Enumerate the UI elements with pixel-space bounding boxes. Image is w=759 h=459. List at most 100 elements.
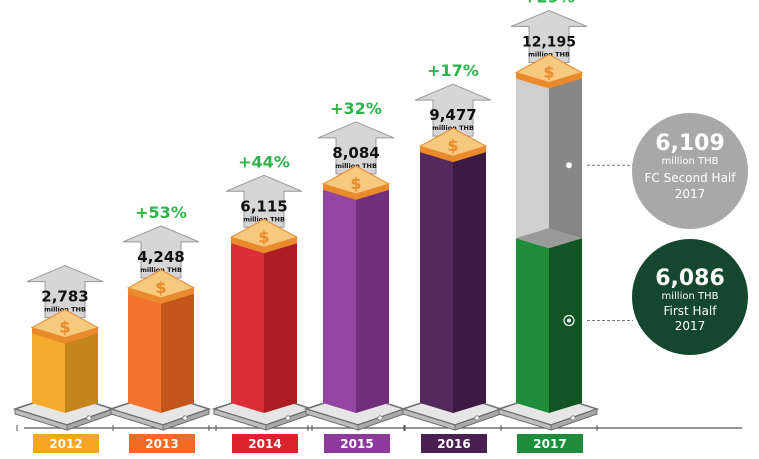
bar: [323, 183, 389, 413]
year-label: 2014: [248, 437, 281, 451]
year-box: [129, 434, 195, 453]
callout-unit: million THB: [662, 291, 719, 302]
dollar-icon: $: [543, 63, 554, 82]
bar: [128, 287, 194, 413]
bar-front-right: [356, 183, 389, 413]
coin-edge: [323, 183, 389, 200]
bar-first-half: [516, 238, 582, 413]
bar-front-left: [420, 146, 453, 414]
bar-second-half-front-right: [549, 72, 582, 249]
value-label: 8,084: [332, 144, 379, 162]
growth-label: +53%: [135, 203, 187, 222]
coin-face: [514, 53, 584, 84]
callout-year: 2017: [675, 187, 706, 201]
callout-dot: [567, 318, 571, 323]
bar-front-right: [161, 287, 194, 413]
bar-front-left: [323, 183, 356, 413]
year-box: [33, 434, 99, 453]
coin-top: $: [126, 269, 196, 304]
value-arrow: [317, 121, 395, 175]
dollar-icon: $: [59, 318, 70, 337]
device-button: [182, 415, 188, 421]
value-arrow: [510, 9, 588, 64]
value-label: 9,477: [429, 106, 476, 124]
bar: [420, 146, 486, 414]
bar-front-right: [264, 237, 297, 413]
value-arrow-shape: [225, 174, 303, 228]
coin-top: $: [321, 165, 391, 200]
coin-face: [30, 309, 100, 339]
bar-front-left: [32, 327, 65, 413]
coin-edge: [128, 287, 194, 304]
bar-front-right: [65, 327, 98, 413]
coin-face: [321, 165, 391, 195]
device-button: [474, 415, 480, 421]
year-label: 2012: [49, 437, 82, 451]
bar-front-left: [128, 287, 161, 413]
callout-dot: [566, 162, 572, 169]
coin-face: [418, 127, 488, 157]
bar-second-half-front-left: [516, 72, 549, 249]
value-label: 6,115: [240, 197, 287, 215]
coin-top: $: [418, 127, 488, 163]
year-label: 2016: [437, 437, 470, 451]
growth-label: +32%: [330, 99, 382, 118]
growth-label: +29%: [523, 0, 575, 7]
bar-front-right: [453, 146, 486, 414]
value-arrow: [122, 225, 200, 279]
dollar-icon: $: [258, 227, 269, 246]
year-box: [324, 434, 390, 453]
value-label: 12,195: [522, 35, 576, 51]
bar-first-half-front-right: [549, 238, 582, 413]
callout-name: First Half: [663, 304, 717, 318]
value-arrow: [225, 174, 303, 228]
bar-first-half-front-left: [516, 238, 549, 413]
year-box: [517, 434, 583, 453]
coin-face: [126, 269, 196, 299]
year-box: [232, 434, 298, 453]
device-button: [377, 415, 383, 421]
callout-unit: million THB: [662, 156, 719, 167]
bars: 2,783million THB$4,248million THB+53%$6,…: [12, 0, 600, 431]
value-arrow-shape: [510, 9, 588, 64]
bar-second-half: [516, 72, 582, 249]
value-arrow: [26, 265, 104, 319]
coin-top: $: [30, 309, 100, 344]
value-label: 2,783: [41, 288, 88, 306]
value-label: 4,248: [137, 248, 184, 266]
year-label: 2017: [533, 437, 566, 451]
coin-edge: [32, 327, 98, 344]
bar-front-left: [231, 237, 264, 413]
coin-edge: [231, 237, 297, 254]
split-face: [516, 228, 582, 249]
dollar-icon: $: [155, 278, 166, 297]
dollar-icon: $: [447, 136, 458, 155]
year-label: 2015: [340, 437, 373, 451]
callout-value: 6,109: [655, 131, 725, 156]
x-axis: 2012 2013 2014 2015 2016 2017: [16, 425, 742, 453]
callout-dot-ring: [563, 314, 575, 327]
value-arrow-shape: [122, 225, 200, 279]
year-box: [421, 434, 487, 453]
value-arrow-shape: [414, 83, 492, 137]
growth-label: +17%: [427, 61, 479, 80]
device-button: [86, 415, 92, 421]
year-label: 2013: [145, 437, 178, 451]
callout-circle-second-half: [632, 113, 748, 229]
value-arrow: [414, 83, 492, 137]
callout-name: FC Second Half: [644, 171, 736, 185]
coin-face: [229, 218, 299, 248]
callout-circle-first-half: [632, 239, 748, 355]
coin-edge: [420, 146, 486, 163]
callout-value: 6,086: [655, 266, 725, 291]
device-button: [570, 415, 576, 421]
value-arrow-shape: [317, 121, 395, 175]
device-button: [285, 415, 291, 421]
growth-label: +44%: [238, 152, 290, 171]
callout-year: 2017: [675, 319, 706, 333]
dollar-icon: $: [350, 174, 361, 193]
coin-edge: [516, 72, 582, 89]
value-arrow-shape: [26, 265, 104, 319]
